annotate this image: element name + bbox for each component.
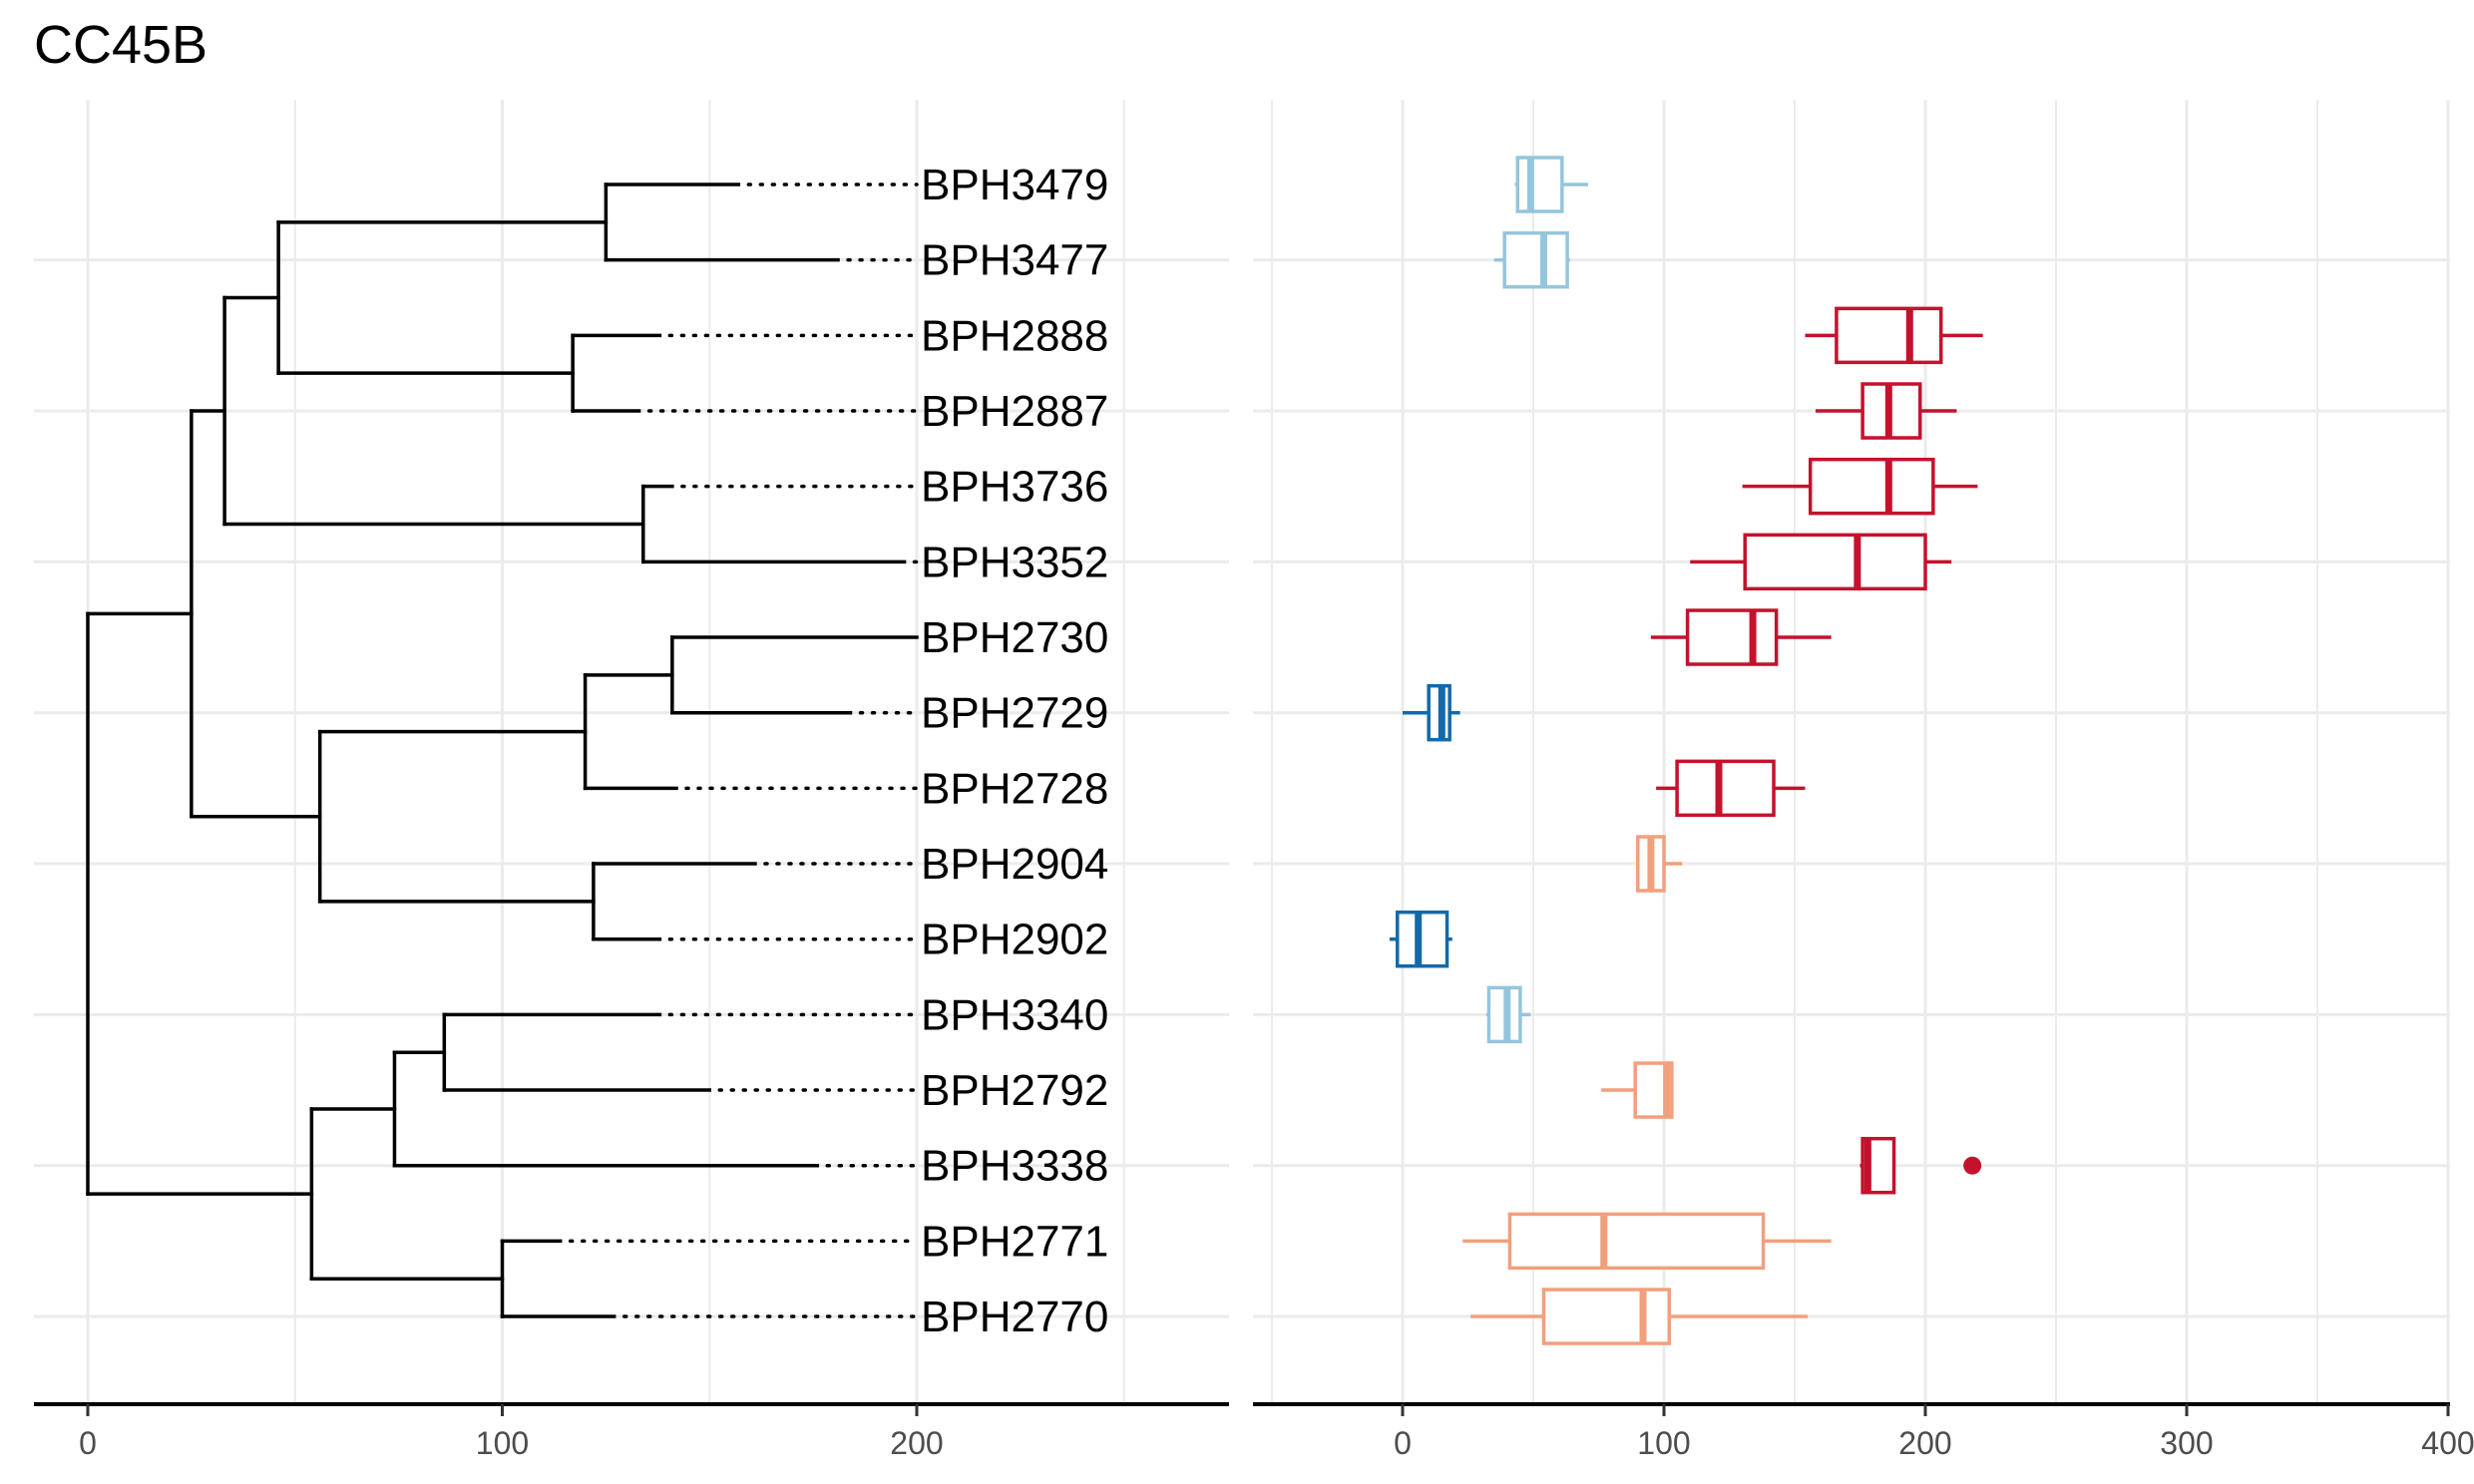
box-iqr — [1675, 759, 1776, 818]
box-iqr — [1685, 608, 1779, 666]
box-iqr — [1515, 156, 1564, 213]
chart-title: CC45B — [34, 15, 208, 75]
tree-x-axis-tick-label: 0 — [79, 1425, 97, 1461]
box-iqr — [1808, 457, 1935, 516]
tree-x-axis-tick-label: 200 — [890, 1425, 943, 1461]
tree-tip-label: BPH2729 — [921, 689, 1108, 738]
tree-tip-label: BPH3477 — [921, 236, 1108, 285]
tree-tip-label: BPH3340 — [921, 990, 1108, 1039]
box-iqr — [1541, 1288, 1671, 1345]
tree-tip-label: BPH3736 — [921, 463, 1108, 512]
tree-tip-label: BPH2887 — [921, 387, 1108, 436]
box-x-axis-tick-label: 400 — [2421, 1425, 2474, 1461]
tree-tip-label: BPH2771 — [921, 1217, 1108, 1266]
tree-tip-label: BPH2902 — [921, 916, 1108, 964]
box-iqr — [1507, 1212, 1766, 1271]
box-x-axis-tick-label: 100 — [1637, 1425, 1690, 1461]
box-iqr — [1396, 910, 1449, 968]
tree-tip-label: BPH2792 — [921, 1066, 1108, 1115]
box-x-axis-tick-label: 300 — [2160, 1425, 2213, 1461]
box-x-axis-tick-label: 200 — [1898, 1425, 1951, 1461]
tree-tip-label: BPH3352 — [921, 538, 1108, 586]
tree-x-axis-tick-label: 100 — [476, 1425, 529, 1461]
tree-tip-label: BPH2904 — [921, 840, 1108, 889]
box-x-axis-tick-label: 0 — [1394, 1425, 1412, 1461]
box-iqr — [1502, 230, 1569, 289]
box-outlier — [1963, 1156, 1982, 1175]
box-iqr — [1835, 306, 1943, 365]
tree-tip-label: BPH3479 — [921, 161, 1108, 209]
box-iqr — [1743, 533, 1927, 591]
tree-tip-label: BPH2730 — [921, 613, 1108, 662]
tree-tip-label: BPH2770 — [921, 1293, 1108, 1341]
tree-tip-label: BPH2728 — [921, 764, 1108, 813]
tree-tip-label: BPH3338 — [921, 1142, 1108, 1191]
tree-tip-label: BPH2888 — [921, 311, 1108, 360]
